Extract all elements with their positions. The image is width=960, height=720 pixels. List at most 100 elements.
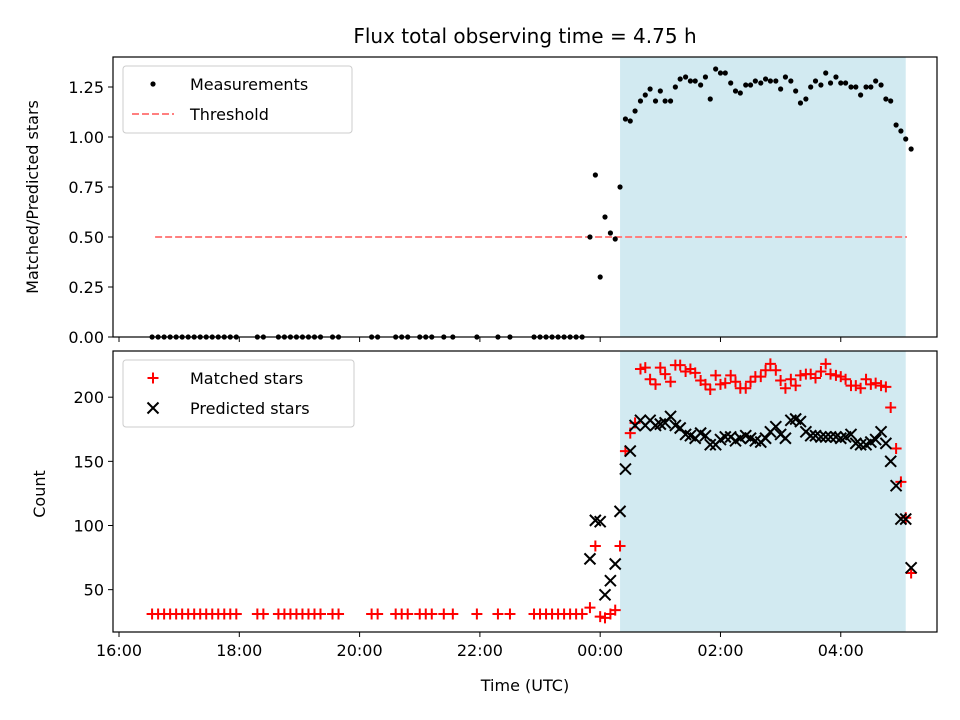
matched-stars-point bbox=[699, 378, 711, 390]
predicted-stars-point bbox=[874, 425, 888, 439]
matched-stars-point bbox=[835, 371, 847, 383]
predicted-stars-point bbox=[819, 430, 832, 444]
predicted-stars-point bbox=[779, 432, 792, 445]
measurement-point bbox=[842, 80, 849, 86]
matched-stars-point bbox=[504, 608, 516, 620]
top-plot-frame bbox=[112, 56, 938, 338]
matched-stars-point bbox=[372, 608, 384, 620]
predicted-stars-point bbox=[619, 462, 632, 476]
matched-stars-point bbox=[865, 378, 877, 390]
y-tick-label: 150 bbox=[73, 452, 104, 471]
top-panel: 0.00 0.25 0.50 0.75 1.00 1.25 Measurements Thre… bbox=[68, 56, 938, 347]
matched-stars-point bbox=[650, 378, 662, 390]
matched-stars-point bbox=[492, 608, 504, 620]
measurement-point bbox=[868, 84, 874, 90]
measurement-point bbox=[878, 82, 884, 88]
y-tick-label: 0.00 bbox=[68, 328, 104, 347]
matched-stars-point bbox=[810, 372, 822, 384]
matched-stars-point bbox=[815, 366, 827, 378]
matched-stars-point bbox=[779, 382, 791, 394]
matched-stars-point bbox=[333, 608, 345, 620]
matched-stars-point bbox=[885, 401, 897, 413]
predicted-stars-point bbox=[814, 430, 828, 444]
bottom-y-axis-label: Count bbox=[30, 470, 49, 518]
matched-stars-point bbox=[890, 443, 902, 455]
measurement-point bbox=[853, 84, 859, 90]
measurement-point bbox=[632, 108, 638, 114]
predicted-stars-point bbox=[904, 561, 918, 575]
measurement-point bbox=[622, 116, 629, 122]
x-tick-label: 20:00 bbox=[337, 641, 383, 660]
matched-stars-point bbox=[870, 377, 882, 389]
matched-stars-point bbox=[644, 373, 656, 385]
matched-stars-point bbox=[576, 608, 588, 620]
matched-stars-point bbox=[714, 378, 726, 390]
matched-stars-point bbox=[471, 608, 483, 620]
y-tick-label: 1.25 bbox=[68, 78, 104, 97]
measurement-point bbox=[722, 70, 728, 76]
measurement-point bbox=[778, 86, 784, 92]
measurement-point bbox=[692, 78, 698, 84]
matched-stars-point bbox=[764, 358, 776, 370]
predicted-stars-point bbox=[699, 429, 712, 442]
matched-stars-point bbox=[825, 368, 837, 380]
measurement-point bbox=[737, 90, 743, 96]
bottom-legend: Matched stars Predicted stars bbox=[122, 359, 355, 428]
measurement-point bbox=[883, 96, 889, 102]
matched-stars-point bbox=[674, 359, 686, 371]
matched-stars-point bbox=[589, 540, 601, 552]
predicted-stars-point bbox=[854, 438, 867, 451]
predicted-stars-point bbox=[609, 557, 622, 571]
measurement-point bbox=[758, 80, 764, 86]
matched-stars-point bbox=[840, 373, 852, 385]
measurement-point bbox=[793, 88, 799, 94]
measurement-point bbox=[662, 98, 668, 104]
matched-stars-point bbox=[315, 608, 327, 620]
predicted-stars-point bbox=[593, 515, 607, 528]
measurement-point bbox=[782, 74, 789, 80]
matched-stars-point bbox=[830, 369, 842, 381]
legend-predicted-swatch bbox=[146, 401, 160, 415]
y-tick-label: 200 bbox=[73, 388, 104, 407]
measurement-point bbox=[888, 98, 894, 104]
y-tick-label: 100 bbox=[73, 517, 104, 536]
matched-stars-point bbox=[704, 383, 716, 395]
predicted-stars-point bbox=[719, 430, 732, 444]
predicted-stars-point bbox=[704, 438, 717, 451]
predicted-stars-point bbox=[844, 428, 858, 441]
x-axis-label: Time (UTC) bbox=[480, 676, 569, 695]
measurement-point bbox=[773, 78, 779, 84]
predicted-stars-point bbox=[889, 479, 903, 492]
matched-stars-point bbox=[594, 611, 606, 623]
measurement-point bbox=[728, 80, 734, 86]
predicted-stars-point bbox=[894, 512, 908, 526]
matched-stars-point bbox=[634, 363, 646, 375]
measurement-point bbox=[873, 78, 879, 84]
measurement-point bbox=[797, 100, 804, 106]
predicted-stars-point bbox=[613, 505, 627, 518]
measurement-point bbox=[908, 146, 914, 152]
measurement-point bbox=[597, 274, 603, 280]
measurement-point bbox=[838, 80, 844, 86]
matched-stars-point bbox=[730, 376, 742, 388]
x-tick-label: 04:00 bbox=[818, 641, 864, 660]
measurement-point bbox=[667, 98, 674, 104]
matched-stars-point bbox=[770, 364, 782, 376]
x-tick-label: 00:00 bbox=[577, 641, 623, 660]
matched-stars-point bbox=[880, 381, 892, 393]
measurement-point bbox=[637, 98, 644, 104]
top-legend: Measurements Threshold bbox=[122, 65, 353, 134]
matched-stars-point bbox=[710, 369, 722, 381]
matched-stars-point bbox=[820, 358, 832, 370]
legend-label: Measurements bbox=[190, 75, 308, 94]
measurement-point bbox=[677, 76, 683, 82]
measurement-point bbox=[642, 92, 648, 98]
measurement-point bbox=[833, 74, 839, 80]
measurement-point bbox=[602, 214, 608, 220]
matched-stars-point bbox=[850, 380, 862, 392]
measurement-point bbox=[717, 70, 724, 76]
measurement-point bbox=[587, 234, 593, 240]
measurement-point bbox=[672, 84, 678, 90]
matched-stars-point bbox=[639, 362, 651, 374]
